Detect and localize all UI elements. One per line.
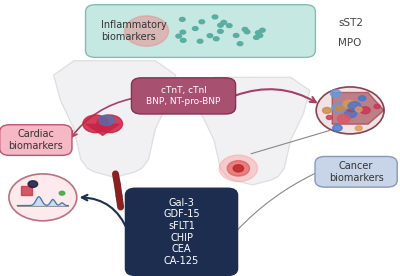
Polygon shape [332,92,384,124]
Circle shape [199,20,205,24]
Circle shape [360,107,370,114]
Circle shape [332,103,346,113]
Circle shape [335,105,344,112]
Circle shape [347,105,357,112]
Circle shape [99,115,114,126]
Circle shape [59,191,65,195]
Circle shape [346,116,351,119]
Circle shape [212,15,218,19]
Circle shape [227,161,250,176]
Circle shape [218,23,223,27]
Circle shape [257,34,263,38]
Circle shape [322,107,331,113]
Circle shape [180,38,186,42]
Circle shape [237,42,243,46]
Circle shape [207,34,213,38]
Circle shape [180,30,186,34]
Circle shape [355,126,362,131]
Text: MPO: MPO [338,38,362,48]
Circle shape [192,26,198,30]
Circle shape [219,155,258,182]
Circle shape [83,115,108,133]
Circle shape [343,100,355,108]
Circle shape [125,16,168,46]
Circle shape [374,104,380,108]
Circle shape [233,33,239,37]
Circle shape [348,107,354,112]
Circle shape [333,125,342,131]
Text: Inflammatory
biomarkers: Inflammatory biomarkers [101,20,166,42]
Circle shape [97,115,122,133]
Text: Gal-3
GDF-15
sFLT1
CHIP
CEA
CA-125: Gal-3 GDF-15 sFLT1 CHIP CEA CA-125 [163,198,200,266]
Circle shape [214,37,219,41]
Text: Cardiac
biomarkers: Cardiac biomarkers [8,129,63,151]
Circle shape [316,87,384,134]
Polygon shape [54,61,176,177]
Circle shape [344,109,357,118]
Circle shape [9,174,77,221]
Circle shape [242,27,248,31]
FancyBboxPatch shape [126,188,238,275]
Text: sST2: sST2 [338,18,363,28]
Circle shape [28,181,38,187]
Circle shape [233,165,244,172]
Circle shape [256,31,261,34]
Circle shape [197,39,203,43]
Circle shape [221,20,226,24]
FancyBboxPatch shape [315,156,397,187]
Circle shape [348,102,361,110]
Circle shape [337,114,350,123]
Bar [21,186,32,195]
Circle shape [260,28,265,32]
FancyBboxPatch shape [132,78,236,114]
Circle shape [244,30,250,34]
Circle shape [330,90,341,97]
Circle shape [358,96,366,101]
Circle shape [326,115,332,120]
Circle shape [226,24,232,28]
Circle shape [254,36,259,39]
Text: Cancer
biomarkers: Cancer biomarkers [329,161,384,183]
Circle shape [180,17,185,21]
Polygon shape [86,124,119,135]
Circle shape [218,30,223,33]
Circle shape [355,107,362,112]
FancyBboxPatch shape [0,125,72,155]
Circle shape [176,34,182,38]
Text: cTnT, cTnI
BNP, NT-pro-BNP: cTnT, cTnI BNP, NT-pro-BNP [146,86,221,106]
FancyBboxPatch shape [86,5,315,57]
Polygon shape [195,77,310,185]
